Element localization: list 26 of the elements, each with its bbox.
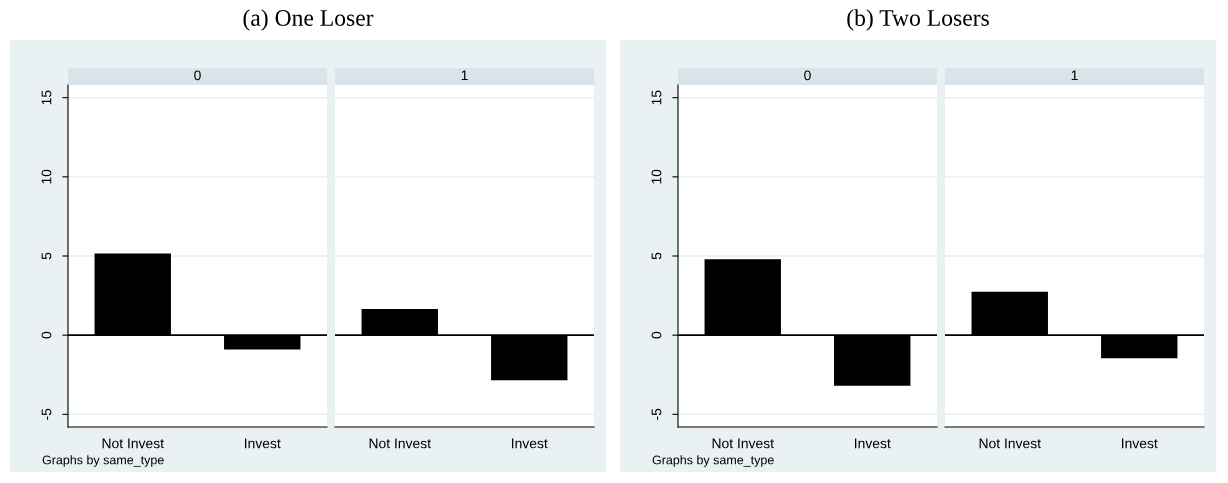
y-tick-label: 0 <box>651 331 662 339</box>
text: (a) One Loser <box>243 9 374 31</box>
chart-title: 0 <box>804 70 811 81</box>
chart-title: 1 <box>1071 70 1078 81</box>
x-tick-label: Invest <box>855 438 891 449</box>
y-tick-label: 10 <box>41 169 52 184</box>
x-tick-label: Not Invest <box>979 438 1041 449</box>
y-tick-label: 15 <box>651 90 662 105</box>
y-tick-label: -5 <box>41 408 52 420</box>
y-tick-label: 5 <box>651 252 662 260</box>
x-tick-label: Not Invest <box>369 438 431 449</box>
y-tick-label: 5 <box>41 252 52 260</box>
x-tick-label: Not Invest <box>102 438 164 449</box>
x-tick-label: Invest <box>1122 438 1158 449</box>
chart-title: 0 <box>194 70 201 81</box>
x-tick-label: Invest <box>512 438 548 449</box>
y-tick-label: 0 <box>41 331 52 339</box>
text: (b) Two Losers <box>847 9 989 31</box>
y-tick-label: 15 <box>41 90 52 105</box>
y-tick-label: 10 <box>651 169 662 184</box>
text: Graphs by same_type <box>42 455 164 467</box>
text: Graphs by same_type <box>652 455 774 467</box>
chart-title: 1 <box>461 70 468 81</box>
x-tick-label: Invest <box>245 438 281 449</box>
y-tick-label: -5 <box>651 408 662 420</box>
x-tick-label: Not Invest <box>712 438 774 449</box>
